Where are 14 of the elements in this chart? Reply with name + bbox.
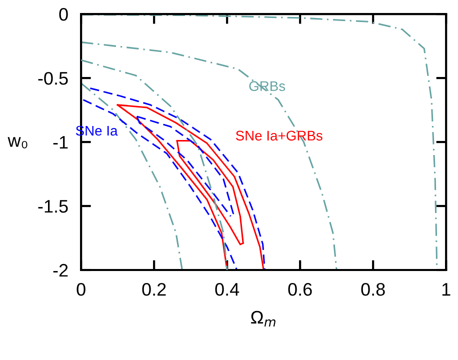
x-axis-title: Ω$_{m}$ [251,310,276,326]
y-tick-label: 0 [59,8,68,21]
x-tick-label: 0.4 [215,282,240,296]
y-tick-label: -2 [53,264,68,277]
y-tick-label: -0.5 [38,72,68,85]
y-axis-title: w₀ [8,137,28,148]
x-tick-label: 0 [76,282,86,296]
x-tick-label: 0.6 [288,282,312,296]
text: SNe Ia+GRBs [236,130,322,141]
x-tick-label: 0.2 [142,282,166,296]
y-tick-label: -1.5 [38,200,68,213]
x-tick-label: 1 [442,283,450,296]
x-tick-label: 0.8 [361,282,385,296]
y-tick-label: -1 [53,136,68,149]
